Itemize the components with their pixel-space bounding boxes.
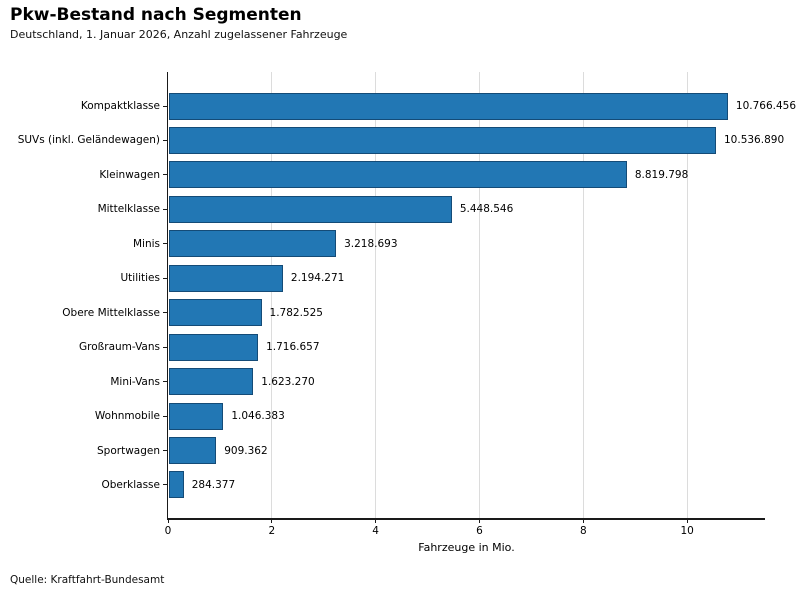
x-tick-mark: [686, 519, 688, 523]
bar: [169, 299, 262, 327]
y-tick-mark: [163, 174, 167, 176]
value-label: 1.782.525: [269, 306, 323, 319]
category-label: Sportwagen: [97, 444, 160, 457]
bar: [169, 195, 452, 223]
gridline: [271, 72, 273, 518]
category-label: Großraum-Vans: [79, 341, 160, 354]
y-tick-mark: [163, 208, 167, 210]
y-tick-mark: [163, 139, 167, 141]
x-tick-mark: [478, 519, 480, 523]
gridline: [478, 72, 480, 518]
gridline: [375, 72, 377, 518]
category-label: Mini-Vans: [110, 375, 160, 388]
x-tick-label: 8: [579, 525, 587, 537]
x-axis-label: Fahrzeuge in Mio.: [418, 541, 515, 554]
chart-title: Pkw-Bestand nach Segmenten: [10, 5, 302, 25]
bar: [169, 92, 728, 120]
category-label: Mittelklasse: [97, 203, 160, 216]
gridline: [582, 72, 584, 518]
y-tick-mark: [163, 346, 167, 348]
bar: [169, 437, 217, 464]
bar: [169, 333, 259, 361]
value-label: 1.716.657: [266, 341, 320, 354]
y-tick-mark: [163, 381, 167, 383]
bar: [169, 402, 224, 430]
y-tick-mark: [163, 484, 167, 486]
value-label: 909.362: [224, 444, 268, 457]
gridline: [686, 72, 688, 518]
category-label: Kompaktklasse: [80, 100, 160, 112]
bar: [169, 471, 184, 499]
x-tick-mark: [582, 519, 584, 523]
value-label: 10.766.456: [735, 100, 797, 112]
category-label: SUVs (inkl. Geländewagen): [17, 134, 160, 147]
y-tick-mark: [163, 415, 167, 417]
value-label: 10.536.890: [724, 134, 785, 147]
value-label: 1.623.270: [261, 375, 315, 388]
x-tick-mark: [271, 519, 273, 523]
bar: [169, 230, 337, 258]
value-label: 284.377: [191, 478, 236, 491]
y-tick-mark: [163, 243, 167, 245]
y-tick-mark: [163, 277, 167, 279]
category-label: Wohnmobile: [94, 410, 160, 423]
source-note: Quelle: Kraftfahrt-Bundesamt: [10, 574, 165, 586]
category-label: Obere Mittelklasse: [62, 306, 160, 319]
bar: [169, 126, 716, 154]
x-tick-mark: [375, 519, 377, 523]
value-label: 5.448.546: [459, 203, 514, 216]
bar: [169, 368, 254, 396]
x-tick-label: 10: [680, 525, 694, 537]
x-tick-label: 4: [372, 525, 379, 537]
y-tick-mark: [163, 105, 167, 107]
value-label: 1.046.383: [231, 410, 285, 423]
x-tick-mark: [167, 519, 169, 523]
value-label: 8.819.798: [634, 168, 689, 181]
y-tick-mark: [163, 450, 167, 451]
category-label: Utilities: [120, 272, 160, 285]
y-axis-spine: [166, 72, 168, 520]
x-axis-spine: [166, 518, 765, 520]
bar: [169, 264, 283, 292]
y-tick-mark: [163, 312, 167, 314]
x-tick-label: 6: [476, 525, 483, 537]
category-label: Oberklasse: [101, 478, 160, 491]
category-label: Minis: [132, 237, 160, 250]
x-tick-label: 2: [268, 525, 276, 537]
bar: [169, 161, 627, 189]
category-label: Kleinwagen: [99, 168, 160, 181]
chart-subtitle: Deutschland, 1. Januar 2026, Anzahl zuge…: [10, 28, 348, 41]
value-label: 3.218.693: [344, 237, 398, 250]
value-label: 2.194.271: [290, 272, 345, 285]
x-tick-label: 0: [164, 525, 172, 537]
